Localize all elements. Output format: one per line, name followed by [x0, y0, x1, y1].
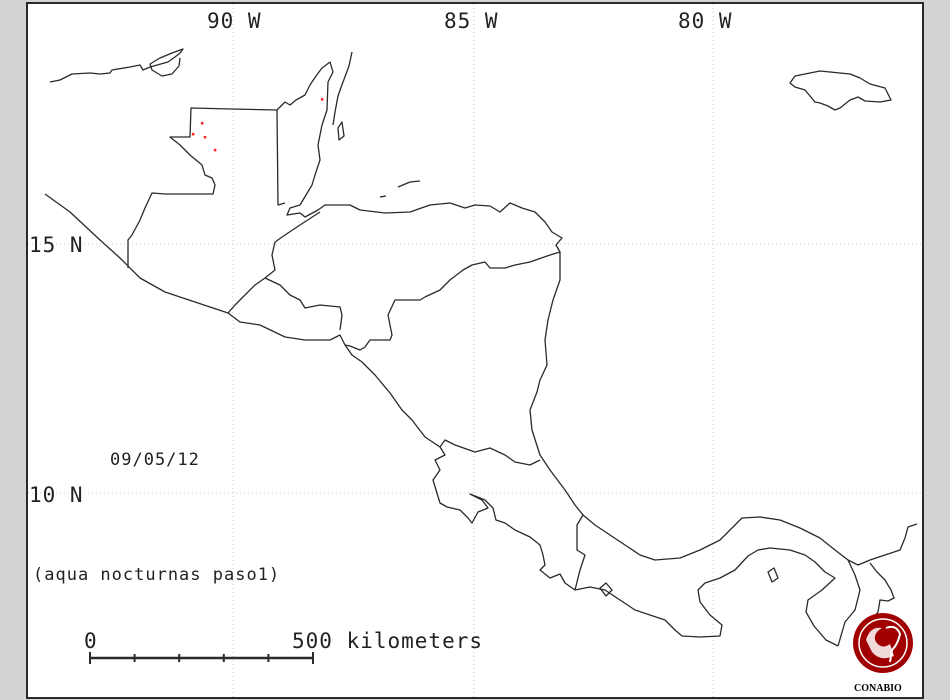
- fire-hotspot: [200, 121, 204, 125]
- longitude-label-85w: 85 W: [444, 9, 499, 33]
- yucatan-north-coast: [49, 48, 184, 83]
- logo-text: CONABIO: [854, 683, 902, 694]
- logo-seal: [853, 613, 913, 673]
- belize-coast: [276, 61, 334, 206]
- date-label: 09/05/12: [110, 450, 200, 470]
- border-honduras-elsalvador: [264, 277, 343, 331]
- border-honduras-nicaragua: [344, 251, 561, 351]
- map-panel: [26, 2, 924, 699]
- fire-hotspots: [191, 98, 324, 152]
- scale-end-label: 500 kilometers: [292, 629, 483, 653]
- border-panama-colombia: [837, 559, 861, 647]
- border-guatemala-honduras: [264, 211, 321, 279]
- latitude-label-15n: 15 N: [29, 233, 84, 257]
- island-coiba: [599, 582, 613, 597]
- island-roatan: [397, 180, 421, 188]
- yucatan-east-coast: [332, 51, 353, 126]
- caribbean-coast: [286, 202, 918, 566]
- graticule: [28, 4, 922, 697]
- coastlines: [44, 48, 918, 647]
- pacific-coast: [44, 193, 839, 647]
- fire-hotspot: [203, 135, 207, 139]
- fire-hotspot: [191, 132, 195, 136]
- border-mexico-guatemala: [127, 107, 286, 268]
- scale-bar: 0 500 kilometers: [84, 629, 483, 664]
- jamaica: [789, 70, 892, 111]
- scale-start-label: 0: [84, 629, 98, 653]
- product-label: (aqua nocturnas paso1): [33, 565, 280, 585]
- longitude-label-80w: 80 W: [678, 9, 733, 33]
- border-nicaragua-costarica: [439, 439, 541, 466]
- border-costarica-panama: [574, 514, 586, 591]
- fire-hotspot: [213, 148, 217, 152]
- island-turneffe: [337, 121, 345, 141]
- island-pearl: [767, 567, 779, 583]
- longitude-label-90w: 90 W: [207, 9, 262, 33]
- island-bay: [379, 195, 387, 198]
- borders: [127, 107, 861, 647]
- latitude-label-10n: 10 N: [29, 483, 84, 507]
- border-guatemala-elsalvador: [227, 277, 266, 314]
- fire-hotspot: [320, 98, 324, 101]
- conabio-logo: CONABIO: [853, 613, 913, 694]
